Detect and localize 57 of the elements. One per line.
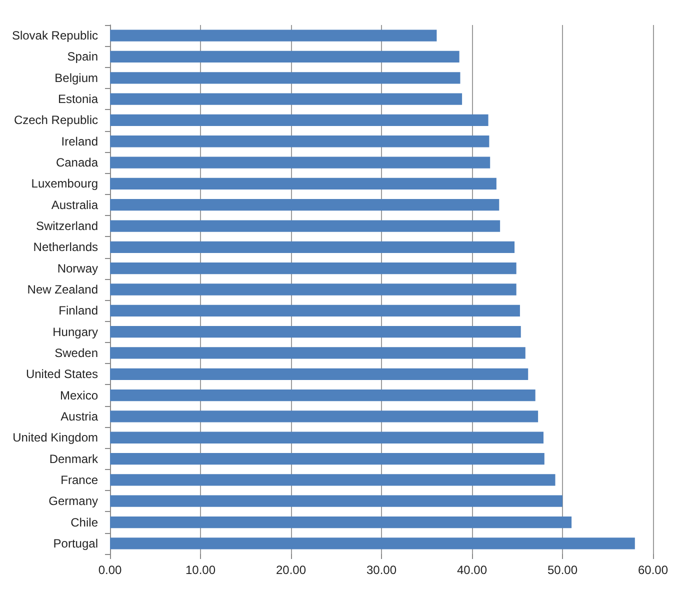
bar [110, 284, 516, 296]
y-tick-label: United Kingdom [12, 430, 98, 445]
bar [110, 50, 460, 63]
y-tick-label: Finland [58, 304, 98, 318]
bar [110, 114, 488, 126]
bar [110, 304, 520, 316]
y-tick-label: Norway [57, 261, 98, 276]
y-tick-label: Luxembourg [31, 176, 98, 191]
y-tick-label: Slovak Republic [12, 28, 98, 43]
bar [110, 156, 490, 168]
bar [110, 389, 536, 402]
bar [110, 410, 538, 422]
y-tick-label: Portugal [53, 536, 98, 550]
bar [110, 136, 490, 148]
bar [110, 326, 521, 338]
bar [110, 432, 544, 444]
y-tick-label: New Zealand [27, 282, 98, 296]
x-tick-label: 40.00 [456, 563, 488, 577]
bar [110, 452, 544, 465]
bar [110, 220, 500, 232]
y-tick-label: Czech Republic [14, 113, 98, 128]
y-tick-label: France [60, 472, 98, 487]
y-tick-label: Sweden [54, 346, 98, 360]
bar [110, 178, 496, 190]
y-tick-label: Denmark [49, 452, 99, 466]
y-tick-label: Spain [67, 50, 98, 64]
bar [110, 72, 460, 84]
y-tick-label: Germany [48, 494, 98, 508]
bar [110, 516, 572, 528]
x-tick-label: 50.00 [547, 563, 578, 577]
bar [110, 199, 500, 211]
y-tick-label: Canada [56, 156, 98, 170]
y-tick-label: Estonia [58, 92, 98, 106]
bar [110, 93, 462, 105]
bar [110, 474, 556, 486]
y-tick-label: Australia [51, 198, 98, 212]
y-tick-label: Mexico [60, 388, 98, 402]
bar [110, 241, 515, 253]
bar [110, 347, 526, 359]
bar [110, 368, 528, 380]
bar [110, 262, 516, 274]
bar [110, 538, 635, 550]
y-tick-label: Chile [70, 515, 98, 530]
y-tick-label: Ireland [61, 134, 98, 148]
x-tick-label: 10.00 [185, 563, 216, 577]
x-tick-label: 60.00 [638, 563, 668, 577]
y-tick-label: Belgium [54, 70, 98, 85]
x-tick-label: 30.00 [366, 563, 397, 577]
x-tick-label: 0.00 [98, 563, 122, 577]
y-tick-label: Switzerland [36, 219, 98, 234]
y-tick-label: Netherlands [33, 240, 98, 254]
y-tick-label: United States [26, 367, 98, 382]
bar [110, 30, 437, 42]
y-tick-label: Hungary [52, 324, 98, 339]
bar [110, 495, 562, 507]
y-tick-label: Austria [60, 409, 98, 424]
x-tick-label: 20.00 [276, 563, 306, 577]
